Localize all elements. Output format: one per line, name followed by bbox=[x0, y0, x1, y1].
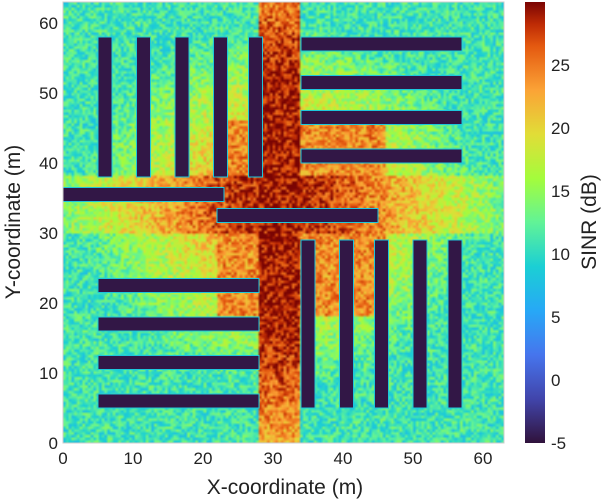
building-block bbox=[300, 36, 463, 52]
colorbar-tick-label: 15 bbox=[551, 182, 570, 201]
x-tick-label: 30 bbox=[264, 449, 283, 468]
building-block bbox=[97, 393, 260, 409]
buildings-layer bbox=[62, 36, 463, 409]
x-tick-label: 60 bbox=[474, 449, 493, 468]
x-tick-label: 40 bbox=[334, 449, 353, 468]
building-block bbox=[97, 278, 260, 293]
colorbar-tick-label: 0 bbox=[551, 371, 560, 390]
y-tick-label: 40 bbox=[39, 154, 58, 173]
x-tick-label: 20 bbox=[194, 449, 213, 468]
building-block bbox=[62, 187, 225, 202]
y-tick-label: 30 bbox=[39, 224, 58, 243]
colorbar-ticks: -5 0 5 10 15 20 25 bbox=[551, 56, 570, 453]
colorbar: -5 0 5 10 15 20 25 SINR (dB) bbox=[525, 2, 601, 453]
x-axis-label: X-coordinate (m) bbox=[207, 476, 363, 499]
y-tick-label: 10 bbox=[39, 364, 58, 383]
colorbar-label: SINR (dB) bbox=[578, 174, 601, 270]
building-block bbox=[216, 208, 379, 223]
building-block bbox=[97, 316, 260, 332]
colorbar-tick-label: 5 bbox=[551, 308, 560, 327]
building-block bbox=[174, 36, 190, 178]
building-block bbox=[300, 148, 463, 164]
y-tick-label: 60 bbox=[39, 14, 58, 33]
building-block bbox=[300, 110, 463, 125]
colorbar-tick-label: 20 bbox=[551, 119, 570, 138]
building-block bbox=[412, 239, 428, 409]
x-tick-label: 50 bbox=[404, 449, 423, 468]
building-block bbox=[136, 36, 151, 178]
building-block bbox=[300, 75, 463, 90]
building-block bbox=[374, 239, 389, 409]
y-tick-label: 0 bbox=[49, 434, 58, 453]
colorbar-tick-label: 25 bbox=[551, 56, 570, 75]
colorbar-tick-label: -5 bbox=[551, 434, 566, 453]
building-block bbox=[339, 239, 354, 409]
building-block bbox=[248, 36, 263, 178]
colorbar-tick-label: 10 bbox=[551, 245, 570, 264]
plot-area bbox=[62, 1, 505, 444]
building-block bbox=[300, 239, 316, 409]
building-block bbox=[213, 36, 228, 178]
building-block bbox=[97, 355, 260, 370]
plot-frame bbox=[62, 1, 505, 444]
y-tick-label: 50 bbox=[39, 84, 58, 103]
building-block bbox=[97, 36, 113, 178]
x-axis-ticks: 0 10 20 30 40 50 60 bbox=[58, 449, 492, 468]
y-axis-label: Y-coordinate (m) bbox=[2, 145, 25, 299]
x-tick-label: 10 bbox=[124, 449, 143, 468]
y-tick-label: 20 bbox=[39, 294, 58, 313]
building-block bbox=[447, 239, 463, 409]
colorbar-gradient bbox=[525, 2, 545, 443]
x-tick-label: 0 bbox=[58, 449, 67, 468]
y-axis-ticks: 0 10 20 30 40 50 60 bbox=[39, 14, 58, 453]
